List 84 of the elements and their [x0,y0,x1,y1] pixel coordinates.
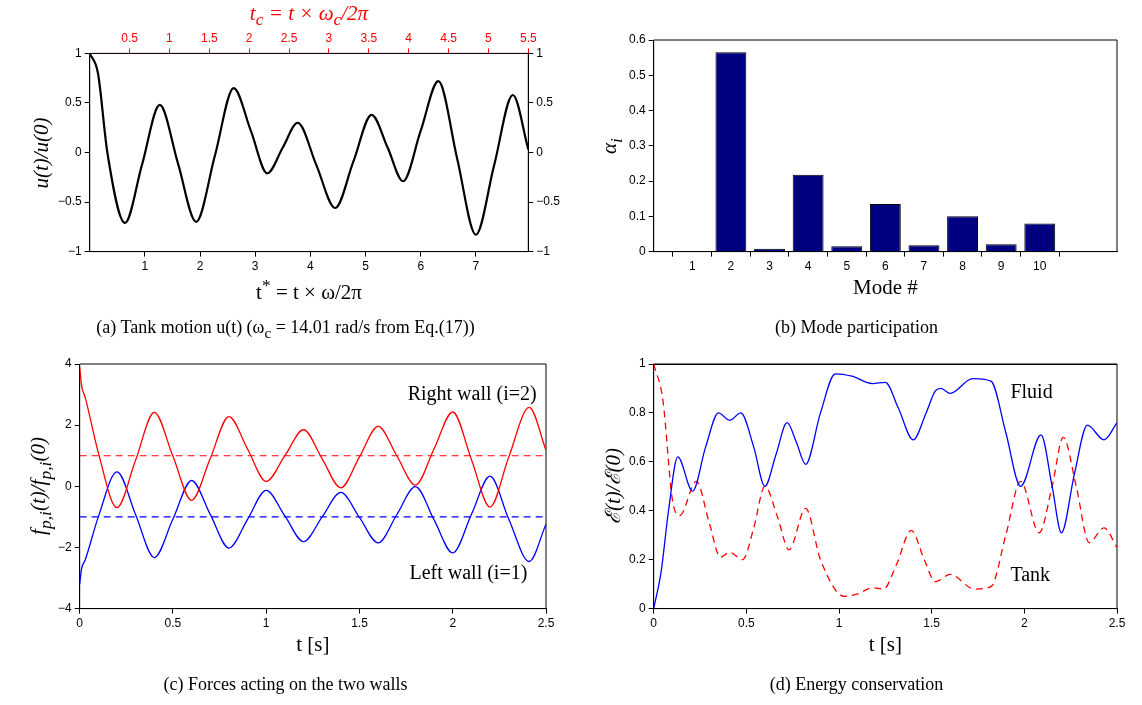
x-tick-label: 1.5 [351,616,369,631]
series-label: Tank [1010,562,1051,586]
y-tick-label: −1 [68,243,83,258]
y-tick-label: 0 [64,478,72,493]
y-tick-label: 0 [638,600,646,615]
y-tick-label: 0.5 [628,67,646,82]
series-label: Fluid [1010,379,1053,403]
y-tick-label: −2 [57,539,72,554]
x-tick-label: 4 [307,259,315,274]
x2-tick-label: 4.5 [440,30,458,45]
y-tick-label: 0.4 [628,102,646,117]
x-tick-label: 0.5 [738,616,756,631]
x-tick-label: 2 [1020,616,1028,631]
y-tick-label: 4 [64,356,72,371]
y-tick-label: 0.3 [628,138,646,153]
x-tick-label: 2.5 [1108,616,1126,631]
y-axis-title: u(t)/u(0) [28,116,54,189]
x-tick-label: 0.5 [164,616,182,631]
x-tick-label: 3 [766,259,774,274]
x-tick-label: 4 [804,259,812,274]
x2-tick-label: 1.5 [200,30,218,45]
y2-tick-label: 0.5 [536,95,554,110]
x2-tick-label: 5 [485,30,493,45]
x-tick-label: 9 [997,259,1005,274]
x2-tick-label: 5.5 [519,30,537,45]
y-tick-label: 0 [75,144,82,159]
y-tick-label: 0.6 [628,454,646,469]
y2-tick-label: −1 [536,243,551,258]
x-tick-label: 1 [835,616,843,631]
x2-tick-label: 4 [405,30,413,45]
line-series [79,471,546,585]
x-tick-label: 7 [920,259,928,274]
x-axis-title: t [s] [296,632,330,657]
text: (a) Tank motion u(t) (ω$_{c}$ = 14.01 rad/s from Eq.(17)) [95,317,476,342]
text: (b) Mode participation [774,317,939,338]
x-tick-label: 5 [362,259,370,274]
x-tick-label: 7 [472,259,480,274]
x2-tick-label: 2.5 [280,30,298,45]
x-tick-label: 1 [141,259,149,274]
y-axis-title: ℰ(t)/ℰ(0) [600,448,626,525]
x-tick-label: 2.5 [537,616,555,631]
x-tick-label: 1 [688,259,696,274]
x-tick-label: 1 [262,616,270,631]
text: (d) Energy conservation [768,674,945,695]
x-axis-title: t$^{*}$ = t × ω/2π [256,275,362,305]
x-tick-label: 2 [727,259,735,274]
x-tick-label: 2 [196,259,204,274]
x-axis-title: t [s] [868,632,902,657]
y-tick-label: 0 [638,243,646,258]
y-tick-label: 1 [75,45,82,60]
y-tick-label: 0.5 [65,95,83,110]
x2-tick-label: 3 [325,30,333,45]
x2-axis-title: t$_{c}$ = t × ω$_{c}$/2π [249,0,369,30]
x-tick-label: 1.5 [923,616,941,631]
x2-tick-label: 1 [166,30,174,45]
text: (c) Forces acting on the two walls [162,674,409,695]
y-tick-label: 0.2 [628,173,646,188]
y2-tick-label: 0 [536,144,544,159]
x-tick-label: 3 [251,259,259,274]
series-label: Left wall (i=1) [409,560,528,584]
x-tick-label: 8 [959,259,967,274]
y2-tick-label: −0.5 [536,194,561,209]
line-series [79,366,546,509]
x-tick-label: 6 [882,259,889,274]
x-tick-label: 2 [449,616,457,631]
y-tick-label: 2 [64,417,72,432]
x2-tick-label: 2 [245,30,253,45]
x2-tick-label: 3.5 [360,30,378,45]
y-tick-label: 0.1 [628,208,646,223]
x-axis-title: Mode # [852,275,918,300]
y-tick-label: 0.6 [628,32,646,47]
x-tick-label: 6 [417,259,425,274]
y-tick-label: 0.2 [628,551,646,566]
y2-tick-label: 1 [536,45,544,60]
y-tick-label: 1 [638,356,646,371]
series-label: Right wall (i=2) [407,381,537,405]
x-tick-label: 0 [650,616,658,631]
y-tick-label: −0.5 [57,194,82,209]
x-tick-label: 5 [843,259,851,274]
x-tick-label: 10 [1033,259,1047,274]
y-tick-label: 0.8 [628,405,646,420]
y-tick-label: −4 [57,600,72,615]
y-tick-label: 0.4 [628,503,646,518]
x2-tick-label: 0.5 [121,30,139,45]
